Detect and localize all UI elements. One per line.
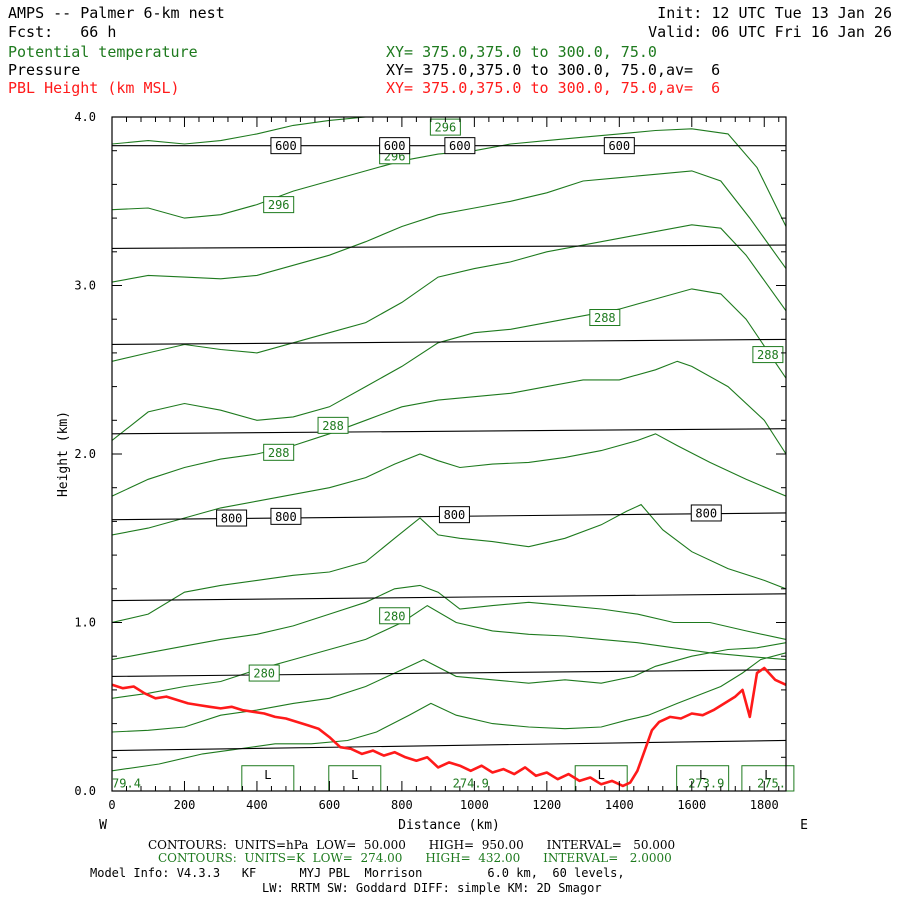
low-label-2: L: [598, 768, 605, 782]
y-tick-label-4: 4.0: [74, 110, 96, 124]
pressure-label-6: 800: [444, 508, 466, 522]
theta-label-6: 288: [268, 446, 290, 460]
theta-label-box-4: [752, 346, 784, 364]
theta-label-8: 280: [253, 667, 275, 681]
x-tick-label-3: 600: [319, 798, 341, 812]
pressure-label-5: 800: [275, 510, 297, 524]
theta-label-box-7: [379, 607, 411, 625]
west-label: W: [99, 818, 107, 833]
theta-label-0: 296: [435, 121, 457, 135]
pressure-label-box-3: [603, 137, 635, 155]
theta-label-box-5: [317, 416, 349, 434]
x-tick-label-6: 1200: [532, 798, 561, 812]
theta-contour-286: [112, 360, 786, 497]
low-label-1: L: [351, 768, 358, 782]
bottom-value-3: 275.1: [757, 777, 793, 791]
theta-contour-290: [112, 224, 786, 362]
pressure-label-box-1: [379, 137, 411, 155]
pressure-contour-650: [111, 244, 787, 249]
pressure-label-box-5: [270, 507, 302, 525]
xy-pressure: XY= 375.0,375.0 to 300.0, 75.0,av= 6: [386, 61, 721, 79]
low-label-4: L: [764, 768, 771, 782]
y-tick-label-1: 1.0: [74, 616, 96, 630]
pressure-contour-700: [111, 338, 787, 346]
theta-label-5: 288: [322, 419, 344, 433]
pressure-label-2: 600: [449, 139, 471, 153]
x-tick-label-0: 0: [108, 798, 115, 812]
theta-contour-280: [112, 584, 786, 661]
valid-time: Valid: 06 UTC Fri 16 Jan 26: [648, 23, 892, 41]
y-tick-label-0: 0.0: [74, 784, 96, 798]
header-line-1: Fcst: 66 h: [8, 23, 117, 41]
x-tick-label-9: 1800: [750, 798, 779, 812]
init-time: Init: 12 UTC Tue 13 Jan 26: [657, 4, 892, 22]
theta-label-7: 280: [384, 609, 406, 623]
pressure-label-box-7: [690, 504, 722, 522]
theta-contour-282: [112, 503, 786, 624]
low-label-3: L: [699, 768, 706, 782]
pressure-label-7: 800: [695, 506, 717, 520]
east-label: E: [800, 818, 808, 833]
theta-label-4: 288: [757, 348, 779, 362]
y-tick-label-2: 2.0: [74, 447, 96, 461]
x-tick-label-2: 400: [246, 798, 268, 812]
y-tick-label-3: 3.0: [74, 279, 96, 293]
pressure-label-box-4: [216, 509, 248, 527]
low-label-0: L: [264, 768, 271, 782]
theta-contour-284: [112, 433, 786, 536]
bottom-value-1: 274.9: [453, 777, 489, 791]
pressure-label-0: 600: [275, 139, 297, 153]
xy-pbl: XY= 375.0,375.0 to 300.0, 75.0,av= 6: [386, 79, 721, 97]
plot-frame: [111, 116, 787, 792]
theta-contour-296: [112, 117, 372, 145]
pressure-contour-750: [111, 428, 787, 435]
theta-label-2: 296: [268, 198, 290, 212]
header-line-3: Pressure: [8, 61, 81, 79]
pressure-contour-900: [111, 669, 787, 677]
pressure-label-box-6: [438, 506, 470, 524]
theta-contour-288: [112, 288, 786, 441]
theta-contour-278: [112, 604, 786, 699]
theta-contour-292: [112, 170, 786, 283]
theta-label-3: 288: [594, 311, 616, 325]
theta-label-box-8: [248, 664, 280, 682]
pressure-label-box-2: [444, 137, 476, 155]
bottom-value-2: 273.9: [688, 777, 724, 791]
pressure-label-4: 800: [221, 512, 243, 526]
pressure-contour-info: CONTOURS: UNITS=hPa LOW= 50.000 HIGH= 95…: [148, 838, 676, 852]
x-axis-label: Distance (km): [398, 818, 500, 833]
pressure-label-3: 600: [608, 139, 630, 153]
x-tick-label-4: 800: [391, 798, 413, 812]
theta-label-box-3: [589, 309, 621, 327]
header-line-0: AMPS -- Palmer 6-km nest: [8, 4, 225, 22]
y-axis-label: Height (km): [56, 411, 71, 497]
pbl-height-line: [112, 666, 786, 788]
xy-theta: XY= 375.0,375.0 to 300.0, 75.0: [386, 43, 657, 61]
theta-label-box-2: [263, 196, 295, 214]
x-tick-label-5: 1000: [460, 798, 489, 812]
bottom-value-0: 79.4: [112, 777, 141, 791]
theta-label-box-6: [263, 443, 295, 461]
pressure-label-1: 600: [384, 139, 406, 153]
pressure-contour-950: [111, 739, 787, 752]
header-line-2: Potential temperature: [8, 43, 198, 61]
theta-contour-274: [112, 652, 786, 772]
x-tick-label-1: 200: [174, 798, 196, 812]
x-tick-label-7: 1400: [605, 798, 634, 812]
pressure-label-box-0: [270, 137, 302, 155]
theta-contour-info: CONTOURS: UNITS=K LOW= 274.00 HIGH= 432.…: [158, 851, 672, 865]
cross-section-chart: L L L L L79.4 274.9 273.9 275.12962962962882882…: [56, 110, 808, 833]
model-info-line-2: LW: RRTM SW: Goddard DIFF: simple KM: 2D…: [262, 881, 602, 895]
model-info-line-1: Model Info: V4.3.3 KF MYJ PBL Morrison 6…: [90, 866, 625, 880]
pressure-contour-850: [111, 593, 787, 602]
header-line-4: PBL Height (km MSL): [8, 79, 180, 97]
x-tick-label-8: 1600: [677, 798, 706, 812]
theta-contour-276: [112, 642, 786, 733]
